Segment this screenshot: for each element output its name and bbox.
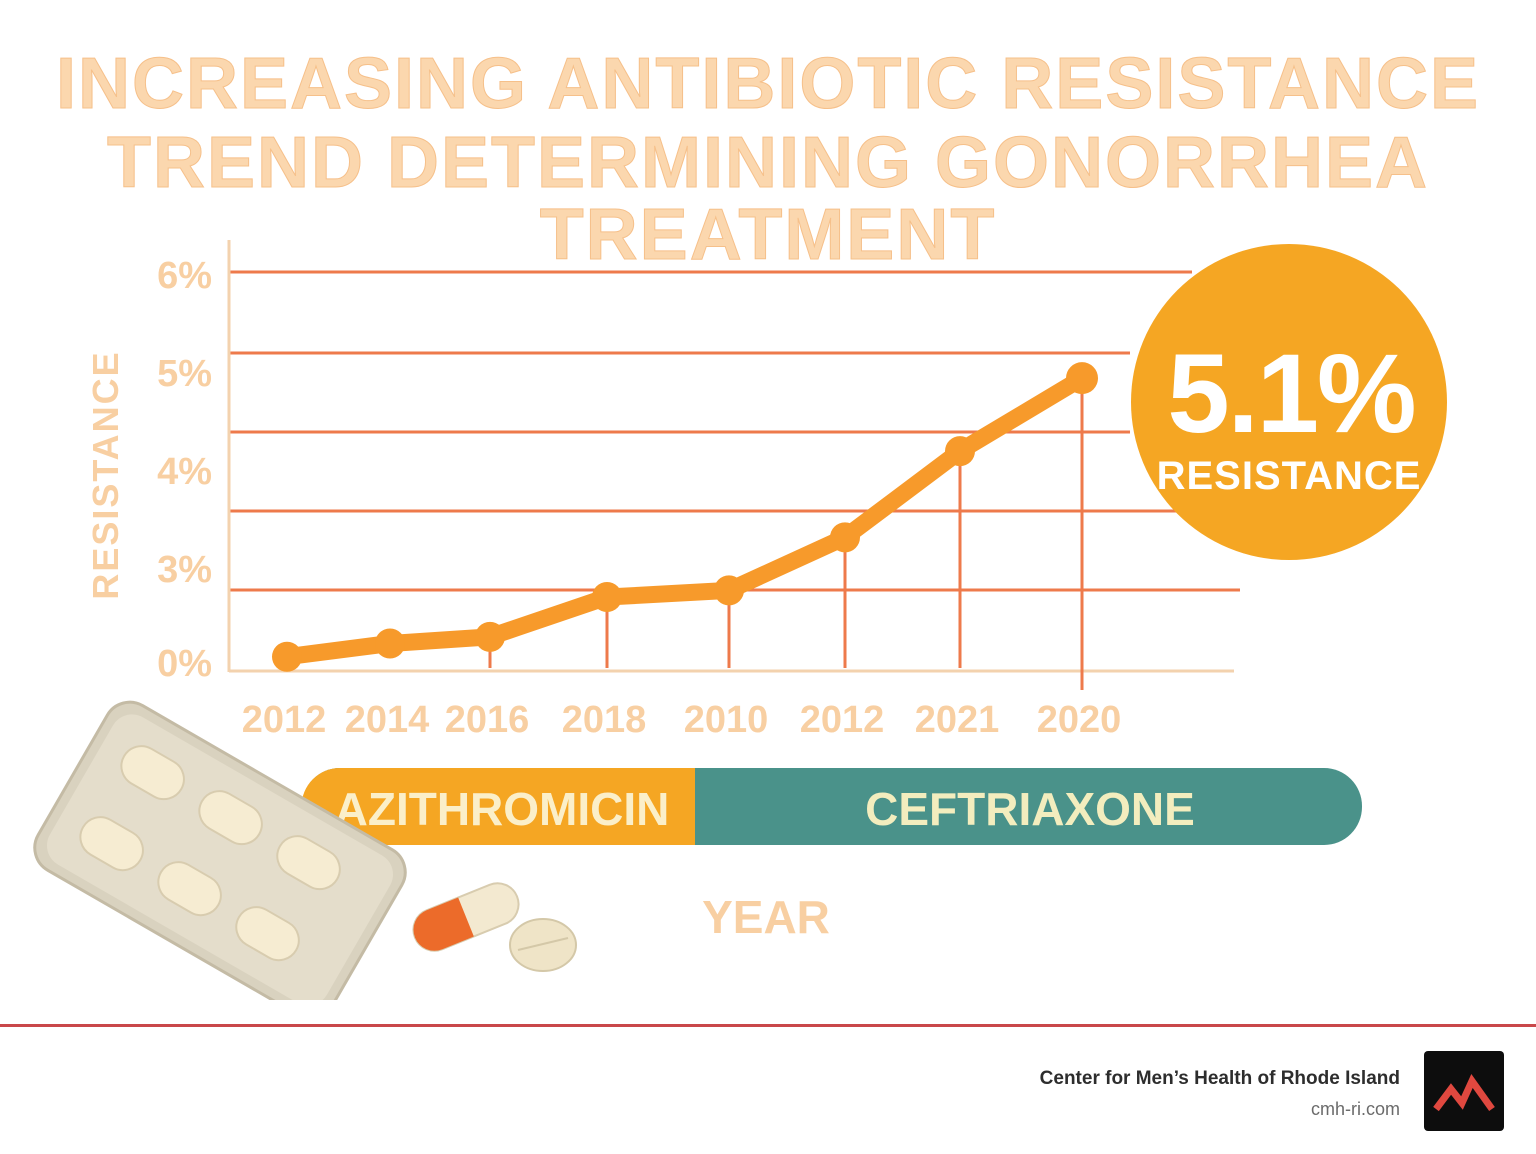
callout-circle	[1131, 244, 1447, 560]
data-point-2021	[945, 436, 975, 467]
x-tick-label: 2018	[562, 699, 647, 741]
y-tick-label: 0%	[157, 643, 212, 685]
title-line-2: TREND DETERMINING GONORRHEA TREATMENT	[106, 123, 1429, 275]
title-line-1: INCREASING ANTIBIOTIC RESISTANCE	[55, 44, 1481, 124]
band-azithromicin	[301, 768, 695, 845]
data-point-2012	[830, 522, 860, 553]
x-tick-label: 2014	[345, 699, 430, 741]
x-tick-label: 2020	[1037, 699, 1122, 741]
x-tick-label: 2010	[684, 699, 769, 741]
x-axis-label: YEAR	[702, 891, 830, 943]
pill-blister-icon	[33, 700, 407, 1000]
x-tick-labels: 2012 2014 2016 2018 2010 2012 2021 2020	[242, 699, 1122, 741]
tablet-icon	[509, 918, 577, 972]
data-point-2016	[475, 621, 505, 652]
data-point-2012	[272, 641, 302, 672]
data-point-2018	[592, 582, 622, 613]
capsule-icon	[412, 882, 520, 952]
data-points	[272, 362, 1098, 672]
footer-org-name: Center for Men’s Health of Rhode Island	[1039, 1068, 1400, 1089]
callout-label: RESISTANCE	[1157, 454, 1422, 498]
grid-lines	[229, 270, 1240, 592]
data-point-2014	[375, 628, 405, 659]
y-tick-label: 5%	[157, 353, 212, 395]
x-tick-label: 2016	[445, 699, 530, 741]
series-line	[278, 369, 1091, 666]
y-axis-label: RESISTANCE	[85, 350, 126, 599]
mountain-logo-icon	[1424, 1051, 1504, 1131]
band-label-azithromicin: AZITHROMICIN	[335, 783, 670, 835]
y-tick-label: 3%	[157, 549, 212, 591]
resistance-chart: 0%3%4%5%6% RESISTANCE 2012 2014 2016 2018 20…	[33, 240, 1447, 1000]
y-tick-label: 4%	[157, 451, 212, 493]
y-tick-labels: 0% 3% 4% 5% 6%	[157, 255, 212, 685]
y-tick-label: 6%	[157, 255, 212, 297]
callout-value: 5.1%	[1167, 331, 1414, 456]
footer-url[interactable]: cmh-ri.com	[1311, 1099, 1400, 1119]
x-tick-label: 2012	[242, 699, 327, 741]
footer-divider	[0, 1024, 1536, 1027]
band-label-ceftriaxone: CEFTRIAXONE	[865, 783, 1195, 835]
x-tick-label: 2021	[915, 699, 1000, 741]
x-tick-label: 2012	[800, 699, 885, 741]
data-point-2020	[1066, 362, 1098, 395]
data-point-2010	[714, 575, 744, 606]
